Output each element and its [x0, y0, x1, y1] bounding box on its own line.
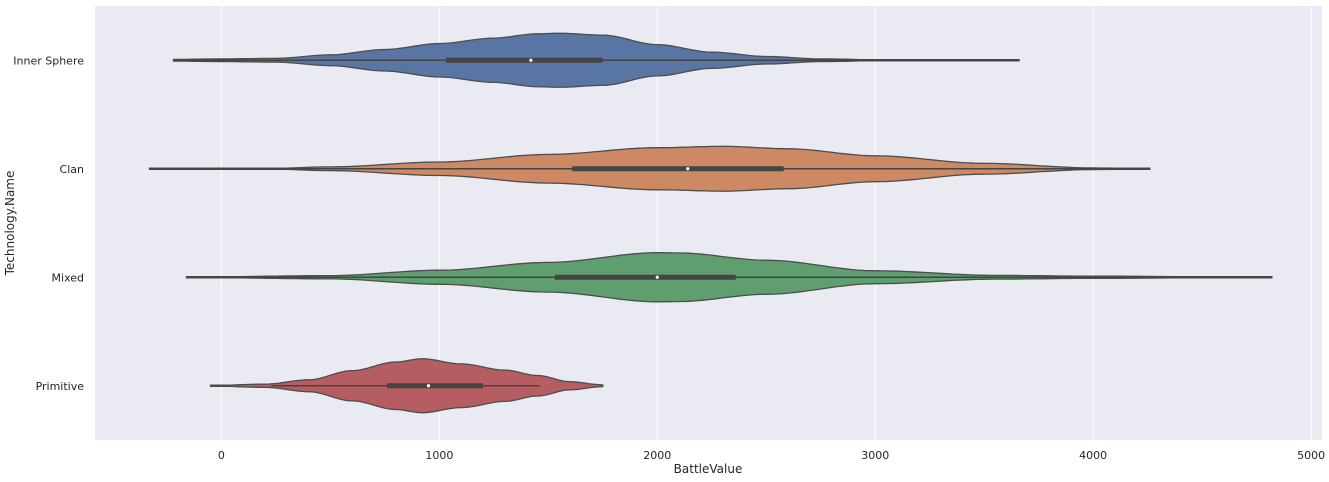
x-tick-label: 5000 [1297, 449, 1325, 462]
plot-area [95, 6, 1322, 440]
violin-iqr-box [572, 166, 784, 172]
x-tick-label: 1000 [425, 449, 453, 462]
violin-median [529, 58, 533, 62]
violin-median [426, 384, 431, 388]
x-axis-label: BattleValue [674, 462, 743, 476]
x-tick-label: 0 [218, 449, 225, 462]
y-tick-label: Primitive [36, 380, 85, 393]
x-tick-label: 3000 [861, 449, 889, 462]
violin-iqr-box [387, 383, 483, 389]
violins [148, 32, 1273, 414]
violin-median [686, 167, 690, 171]
x-tick-label: 2000 [643, 449, 671, 462]
y-tick-label: Clan [60, 163, 84, 176]
y-tick-labels: Inner Sphere Clan Mixed Primitive [13, 54, 84, 393]
y-tick-label: Mixed [52, 271, 84, 284]
x-tick-labels: 0 1000 2000 3000 4000 5000 [218, 449, 1325, 462]
y-axis-label: Technology.Name [3, 171, 17, 277]
violin-median [655, 275, 659, 279]
violin-iqr-box [445, 57, 603, 63]
violin-iqr-box [554, 274, 736, 280]
y-tick-label: Inner Sphere [13, 54, 84, 67]
grid-lines [220, 6, 1312, 440]
x-tick-label: 4000 [1079, 449, 1107, 462]
